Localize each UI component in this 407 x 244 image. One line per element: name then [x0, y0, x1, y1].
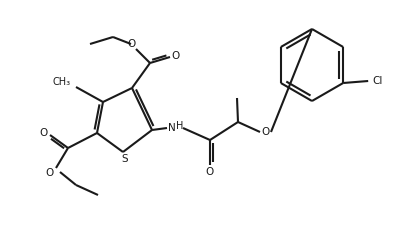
Text: O: O	[172, 51, 180, 61]
Text: CH₃: CH₃	[53, 77, 71, 87]
Text: O: O	[262, 127, 270, 137]
Text: N: N	[168, 123, 176, 133]
Text: O: O	[206, 167, 214, 177]
Text: Cl: Cl	[372, 76, 382, 86]
Text: O: O	[128, 39, 136, 49]
Text: O: O	[46, 168, 54, 178]
Text: S: S	[122, 154, 128, 164]
Text: O: O	[39, 128, 47, 138]
Text: H: H	[176, 121, 184, 131]
